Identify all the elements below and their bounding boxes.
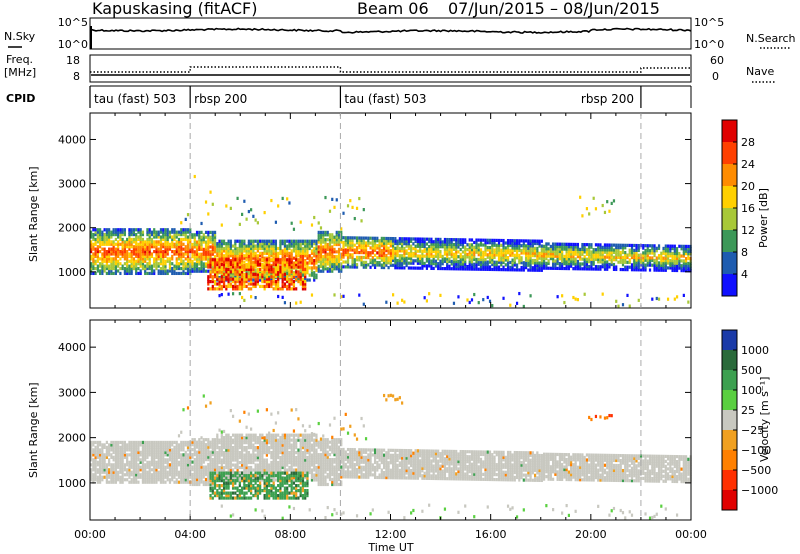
colorbar-tick-label: 8	[741, 246, 748, 259]
time-axis-label: Time UT	[367, 541, 413, 554]
range-tick-label: 4000	[58, 133, 86, 146]
colorbar-tick-label: 25	[741, 404, 755, 417]
range-tick-label: 4000	[58, 341, 86, 354]
colorbar-tick-label: −100	[741, 444, 771, 457]
time-tick-label: 04:00	[174, 528, 206, 541]
range-tick-label: 1000	[58, 266, 86, 279]
nave-label: Nave	[746, 65, 774, 78]
colorbar-tick-label: 12	[741, 224, 755, 237]
colorbar-tick-label: −25	[741, 424, 764, 437]
range-tick-label: 2000	[58, 432, 86, 445]
colorbar-swatch	[722, 208, 737, 231]
nave-tick-top: 60	[710, 54, 724, 67]
colorbar-swatch	[722, 164, 737, 187]
cpid-label: CPID	[6, 92, 35, 105]
colorbar-swatch	[722, 142, 737, 165]
colorbar-swatch	[722, 410, 737, 431]
nave-tick-bottom: 0	[712, 70, 719, 83]
noise-search-label: N.Search	[746, 32, 796, 45]
noise-right-tick-top: 10^5	[694, 16, 724, 29]
time-axis: 00:00 04:00 08:00 12:00 16:00 20:00 00:00	[74, 528, 707, 541]
time-tick-label: 20:00	[575, 528, 607, 541]
figure-title: Kapuskasing (fitACF)	[92, 0, 257, 18]
freq-panel: Freq. [MHz] 18 8 60 0 Nave	[4, 53, 775, 83]
colorbar-tick-label: 16	[741, 202, 755, 215]
colorbar-tick-label: −1000	[741, 484, 778, 497]
colorbar-tick-label: 1000	[741, 344, 769, 357]
colorbar-swatch	[722, 450, 737, 471]
colorbar-swatch	[722, 330, 737, 351]
freq-tick-top: 18	[66, 54, 80, 67]
colorbar-tick-label: 28	[741, 136, 755, 149]
colorbar-swatch	[722, 252, 737, 275]
range-tick-label: 3000	[58, 178, 86, 191]
colorbar-swatch	[722, 470, 737, 491]
velocity-colorbar-label: Velocity [m s⁻¹]	[758, 377, 771, 462]
colorbar-tick-label: −500	[741, 464, 771, 477]
colorbar-swatch	[722, 230, 737, 253]
freq-label-line1: Freq.	[6, 53, 33, 66]
freq-label-line2: [MHz]	[4, 66, 36, 79]
range-tick-label: 1000	[58, 477, 86, 490]
noise-sky-trace	[89, 27, 692, 34]
power-colorbar-label: Power [dB]	[757, 188, 770, 248]
time-tick-label: 00:00	[675, 528, 707, 541]
noise-sky-label: N.Sky	[4, 30, 36, 43]
cpid-strip: CPID tau (fast) 503 rbsp 200 tau (fast) 50…	[6, 85, 692, 108]
velocity-panel: 1000 2000 3000 4000 Slant Range [km] 1000 50…	[27, 319, 778, 521]
noise-panel: N.Sky 10^5 10^0 10^5 10^0 N.Search	[4, 16, 796, 51]
colorbar-swatch	[722, 490, 737, 511]
time-tick-label: 16:00	[475, 528, 507, 541]
velocity-ylabel: Slant Range [km]	[27, 382, 40, 478]
power-panel: 1000 2000 3000 4000 Slant Range [km] 28 24 20…	[27, 112, 770, 309]
noise-right-tick-bottom: 10^0	[694, 38, 724, 51]
beam-label: Beam 06	[357, 0, 429, 18]
colorbar-tick-label: 20	[741, 180, 755, 193]
colorbar-tick-label: 24	[741, 158, 755, 171]
nave-trace	[90, 66, 691, 73]
colorbar-swatch	[722, 274, 737, 297]
colorbar-tick-label: 4	[741, 268, 748, 281]
cpid-segment-label: tau (fast) 503	[94, 92, 176, 106]
time-tick-label: 00:00	[74, 528, 106, 541]
colorbar-tick-label: 100	[741, 384, 762, 397]
colorbar-tick-label: 500	[741, 364, 762, 377]
cpid-segment-label: rbsp 200	[581, 92, 634, 106]
date-range: 07/Jun/2015 – 08/Jun/2015	[448, 0, 660, 18]
colorbar-swatch	[722, 186, 737, 209]
colorbar-swatch	[722, 120, 737, 143]
colorbar-swatch	[722, 390, 737, 411]
colorbar-swatch	[722, 430, 737, 451]
time-tick-label: 12:00	[375, 528, 407, 541]
freq-tick-bottom: 8	[73, 70, 80, 83]
cpid-segment-label: tau (fast) 503	[344, 92, 426, 106]
cpid-segment-label: rbsp 200	[194, 92, 247, 106]
range-tick-label: 3000	[58, 386, 86, 399]
time-tick-label: 08:00	[274, 528, 306, 541]
colorbar-swatch	[722, 350, 737, 371]
noise-left-tick-top: 10^5	[58, 16, 88, 29]
power-ylabel: Slant Range [km]	[27, 166, 40, 262]
range-tick-label: 2000	[58, 222, 86, 235]
colorbar-swatch	[722, 370, 737, 391]
noise-left-tick-bottom: 10^0	[58, 38, 88, 51]
